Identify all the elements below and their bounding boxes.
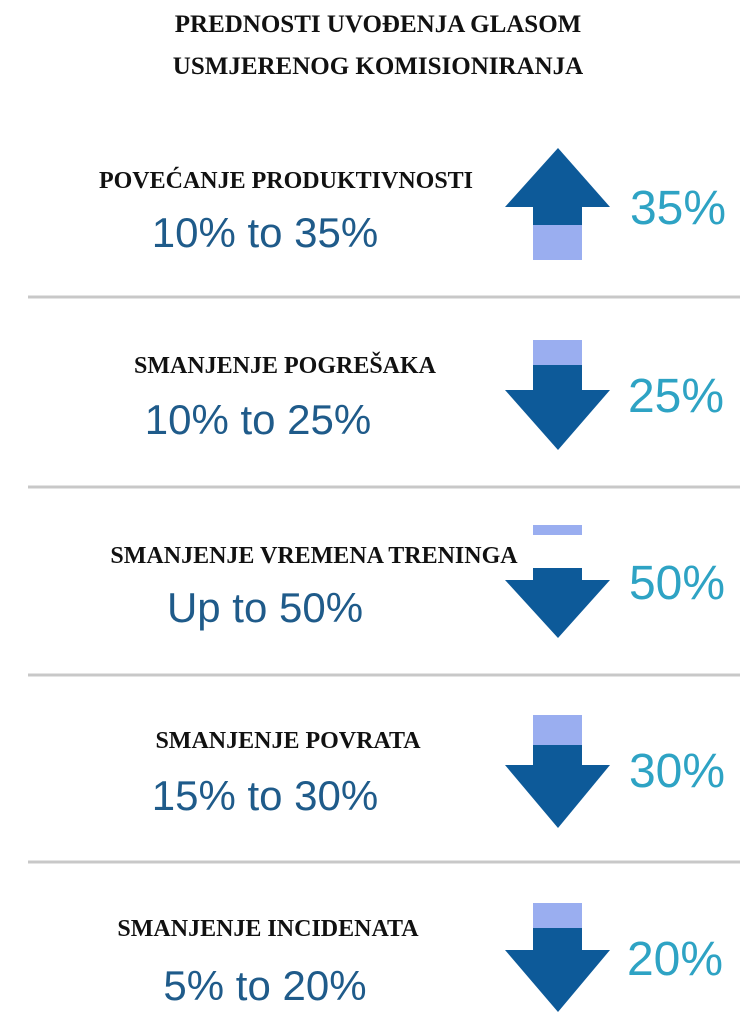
- arrow-down: [505, 340, 610, 450]
- item-label: SMANJENJE VREMENA TRENINGA: [110, 543, 518, 569]
- title-line: USMJERENOG KOMISIONIRANJA: [173, 53, 583, 80]
- item-range: 15% to 30%: [152, 772, 379, 819]
- item-label: SMANJENJE POGREŠAKA: [134, 352, 437, 379]
- item-label: SMANJENJE POVRATA: [155, 728, 421, 754]
- item-percent: 20%: [627, 933, 723, 986]
- item-range: 5% to 20%: [163, 962, 366, 1009]
- item-percent: 25%: [628, 370, 724, 423]
- item-percent: 35%: [630, 182, 726, 235]
- item-percent: 30%: [629, 745, 725, 798]
- item-percent: 50%: [629, 557, 725, 610]
- item-range: 10% to 35%: [152, 209, 379, 256]
- item-range: Up to 50%: [167, 584, 363, 631]
- title-line: PREDNOSTI UVOĐENJA GLASOM: [175, 11, 582, 38]
- item-label: POVEĆANJE PRODUKTIVNOSTI: [99, 167, 473, 194]
- arrow-down: [505, 715, 610, 828]
- item-range: 10% to 25%: [145, 396, 372, 443]
- item-label: SMANJENJE INCIDENATA: [117, 916, 419, 942]
- arrow-down: [505, 903, 610, 1012]
- arrow-down: [505, 525, 610, 638]
- arrow-up: [505, 148, 610, 260]
